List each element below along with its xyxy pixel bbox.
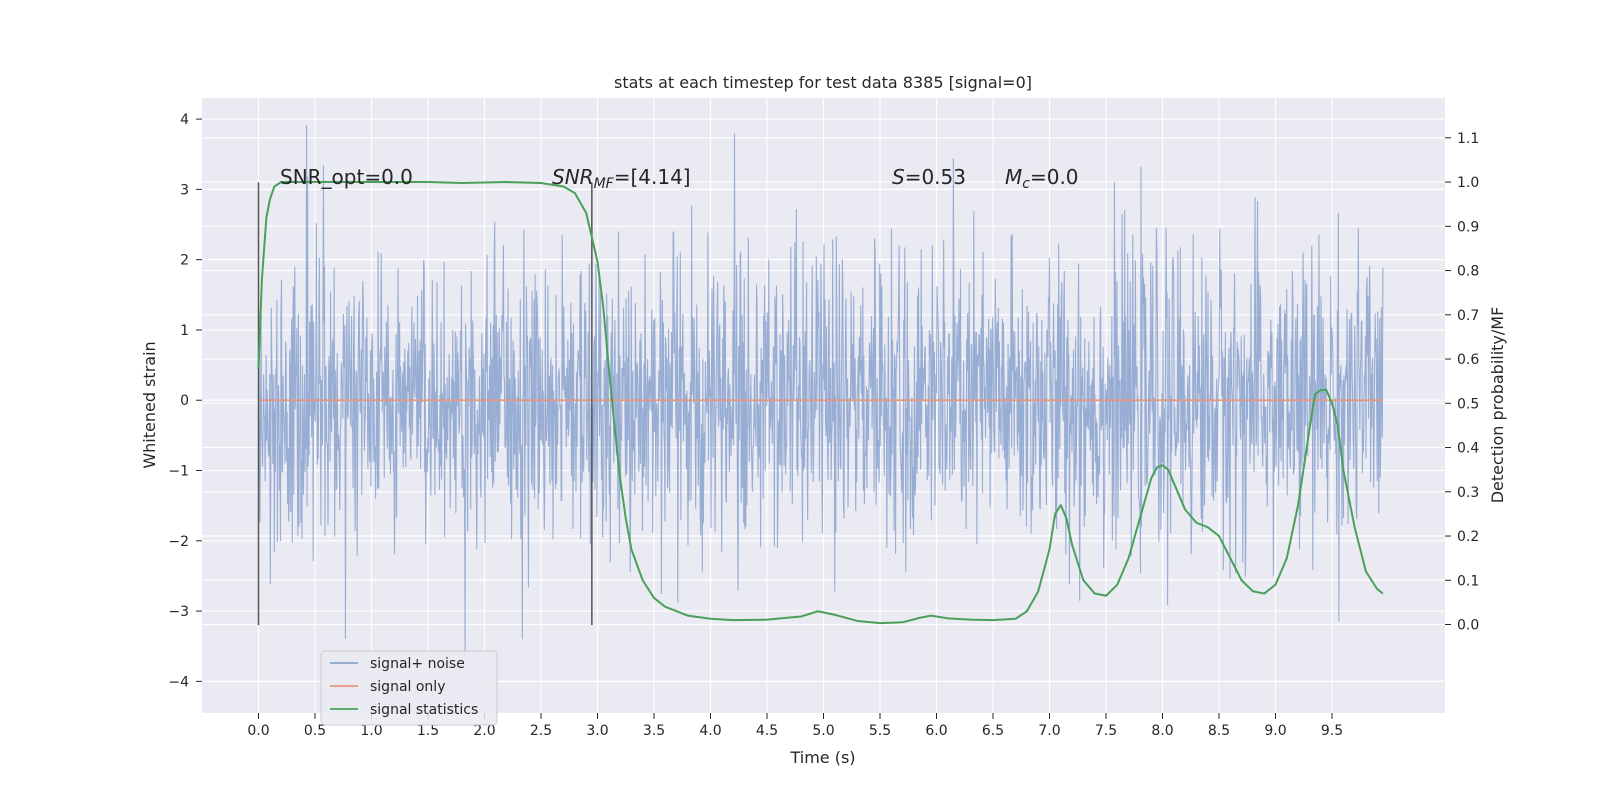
y-right-tick-label: 0.5 [1457, 396, 1479, 412]
x-tick-label: 4.5 [756, 723, 778, 739]
y-left-tick-label: −1 [168, 464, 189, 480]
annotation-s-main: S [892, 165, 905, 189]
y-axis-label-right: Detection probability/MF [1488, 307, 1507, 504]
x-tick-label: 0.0 [247, 723, 269, 739]
annotation-s-stat: S=0.53 [892, 165, 966, 189]
y-right-tick-label: 1.1 [1457, 131, 1479, 147]
annotation-s-value: =0.53 [905, 165, 966, 189]
y-left-tick-label: 3 [180, 182, 189, 198]
x-tick-label: 2.0 [473, 723, 495, 739]
y-right-tick-label: 0.4 [1457, 441, 1479, 457]
y-left-tick-label: 1 [180, 323, 189, 339]
y-left-tick-label: −2 [168, 534, 189, 550]
tick-layer: 0.0 0.5 1.0 1.5 2.0 2.5 3.0 3.5 4.0 4.5 5.0 5.5 6.0 6… [168, 112, 1479, 739]
y-right-tick-label: 0.7 [1457, 308, 1479, 324]
y-right-tick-label: 0.0 [1457, 618, 1479, 634]
y-left-tick-label: −3 [168, 604, 189, 620]
annotation-snr-mf-main: SNR [552, 165, 594, 189]
x-tick-label: 9.0 [1264, 723, 1286, 739]
x-tick-label: 7.5 [1095, 723, 1117, 739]
y-left-tick-label: −4 [168, 674, 189, 690]
signal-statistics-layer [257, 181, 1384, 625]
y-left-tick-label: 2 [180, 253, 189, 269]
x-tick-label: 1.0 [360, 723, 382, 739]
y-right-tick-label: 0.8 [1457, 264, 1479, 280]
x-tick-label: 7.0 [1038, 723, 1060, 739]
annotation-layer: SNR_opt=0.0 SNRMF=[4.14] S=0.53 Mc=0.0 [280, 165, 1079, 192]
x-tick-label: 2.5 [530, 723, 552, 739]
annotation-mc: Mc=0.0 [1005, 165, 1079, 192]
annotation-snr-mf-sub: MF [594, 176, 615, 192]
y-left-tick-label: 4 [180, 112, 189, 128]
x-tick-label: 6.0 [925, 723, 947, 739]
annotation-mc-main: M [1005, 165, 1022, 189]
y-right-tick-label: 0.9 [1457, 219, 1479, 235]
y-axis-label-left: Whitened strain [140, 341, 159, 468]
annotation-snr-mf-value: =[4.14] [614, 165, 691, 189]
x-tick-label: 1.5 [417, 723, 439, 739]
y-right-tick-label: 0.2 [1457, 529, 1479, 545]
x-axis-label: Time (s) [789, 748, 855, 767]
legend-label-noise: signal+ noise [370, 656, 465, 672]
y-right-tick-label: 0.6 [1457, 352, 1479, 368]
x-tick-label: 3.5 [643, 723, 665, 739]
chart-title: stats at each timestep for test data 838… [614, 73, 1032, 92]
x-tick-label: 8.5 [1208, 723, 1230, 739]
x-tick-label: 6.5 [982, 723, 1004, 739]
series-signal-plus-noise [257, 125, 1384, 657]
annotation-mc-value: =0.0 [1030, 165, 1079, 189]
series-signal-statistics [257, 181, 1384, 625]
y-left-tick-label: 0 [180, 393, 189, 409]
annotation-snr-opt: SNR_opt=0.0 [280, 165, 413, 189]
x-tick-label: 8.0 [1151, 723, 1173, 739]
x-tick-label: 0.5 [304, 723, 326, 739]
x-tick-label: 5.5 [869, 723, 891, 739]
legend-frame [320, 650, 498, 726]
vertical-lines-layer [257, 182, 593, 626]
annotation-mc-sub: c [1022, 176, 1030, 192]
x-tick-label: 9.5 [1321, 723, 1343, 739]
legend-label-signal: signal only [370, 679, 445, 695]
x-tick-label: 5.0 [812, 723, 834, 739]
y-right-tick-label: 0.3 [1457, 485, 1479, 501]
legend-label-stats: signal statistics [370, 702, 478, 718]
noise-series-layer [257, 125, 1384, 657]
y-right-tick-label: 0.1 [1457, 573, 1479, 589]
annotation-snr-mf: SNRMF=[4.14] [552, 165, 691, 192]
x-tick-label: 3.0 [586, 723, 608, 739]
legend: signal+ noise signal only signal statist… [320, 650, 498, 726]
x-tick-label: 4.0 [699, 723, 721, 739]
y-right-tick-label: 1.0 [1457, 175, 1479, 191]
